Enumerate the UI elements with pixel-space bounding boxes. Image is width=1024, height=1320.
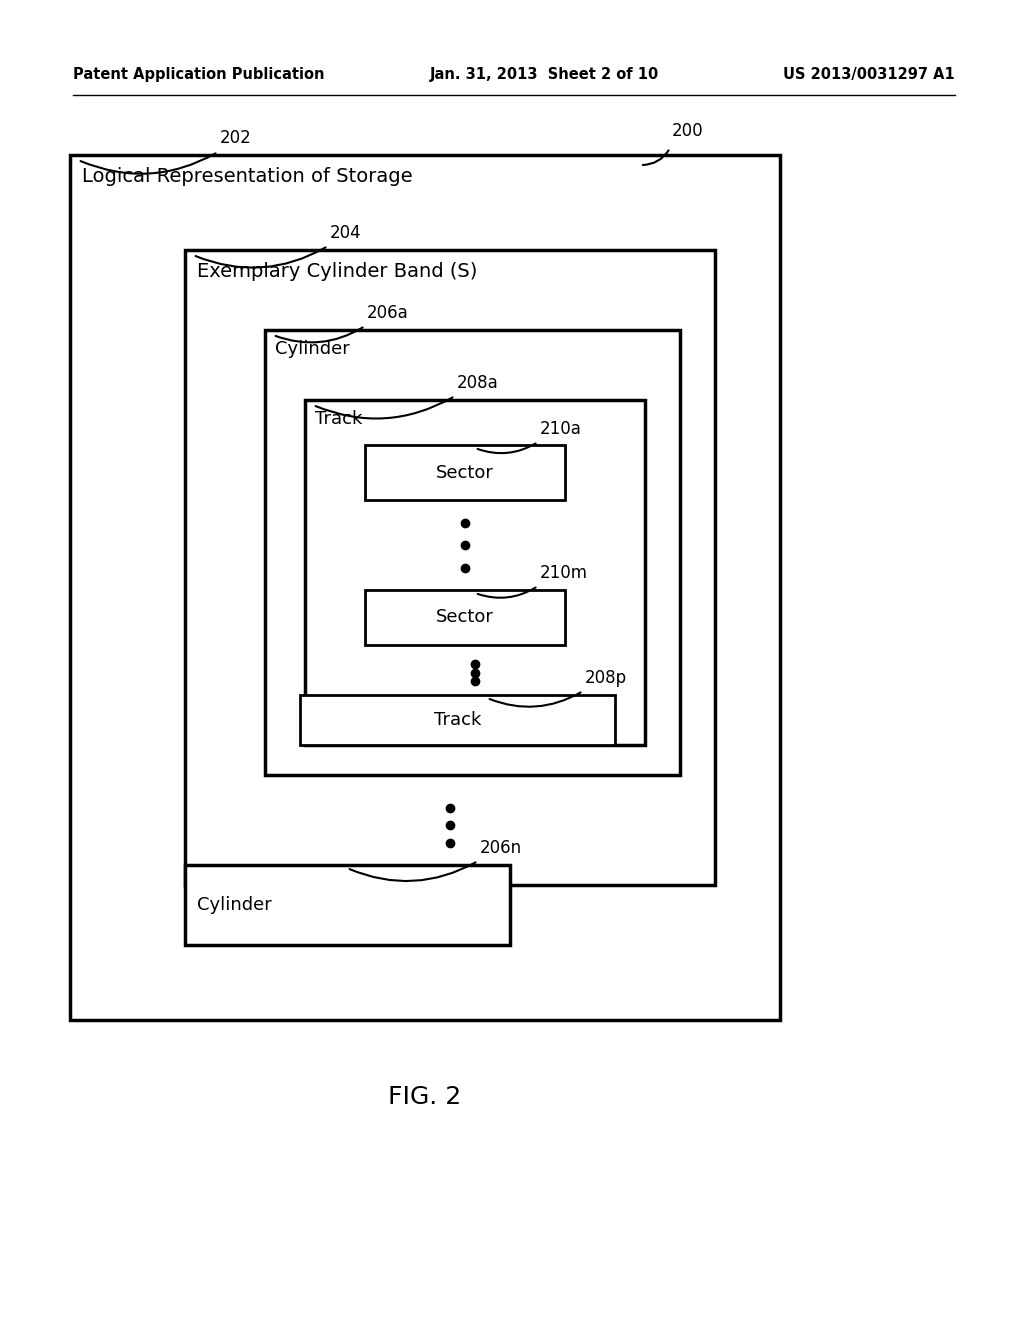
- Text: 210m: 210m: [540, 564, 588, 582]
- Text: Patent Application Publication: Patent Application Publication: [73, 67, 325, 82]
- Text: Exemplary Cylinder Band (S): Exemplary Cylinder Band (S): [197, 261, 477, 281]
- Text: 202: 202: [220, 129, 252, 147]
- Bar: [305, 400, 645, 744]
- Bar: [265, 330, 680, 775]
- Text: Track: Track: [434, 711, 481, 729]
- Text: Track: Track: [315, 411, 362, 428]
- Bar: [185, 865, 510, 945]
- Text: Sector: Sector: [436, 609, 494, 627]
- Bar: [365, 445, 565, 500]
- Bar: [70, 154, 780, 1020]
- Text: Cylinder: Cylinder: [197, 896, 271, 913]
- Bar: [300, 696, 615, 744]
- Text: 200: 200: [672, 121, 703, 140]
- Text: 206a: 206a: [367, 304, 409, 322]
- Text: Cylinder: Cylinder: [275, 341, 350, 358]
- Text: 208a: 208a: [457, 374, 499, 392]
- Text: Logical Representation of Storage: Logical Representation of Storage: [82, 168, 413, 186]
- Bar: [185, 249, 715, 884]
- Text: 204: 204: [330, 224, 361, 242]
- Text: 208p: 208p: [585, 669, 627, 686]
- Text: Jan. 31, 2013  Sheet 2 of 10: Jan. 31, 2013 Sheet 2 of 10: [430, 67, 659, 82]
- Text: 210a: 210a: [540, 420, 582, 438]
- Bar: [365, 590, 565, 645]
- Text: US 2013/0031297 A1: US 2013/0031297 A1: [783, 67, 955, 82]
- Text: FIG. 2: FIG. 2: [388, 1085, 462, 1109]
- Text: 206n: 206n: [480, 840, 522, 857]
- Text: Sector: Sector: [436, 463, 494, 482]
